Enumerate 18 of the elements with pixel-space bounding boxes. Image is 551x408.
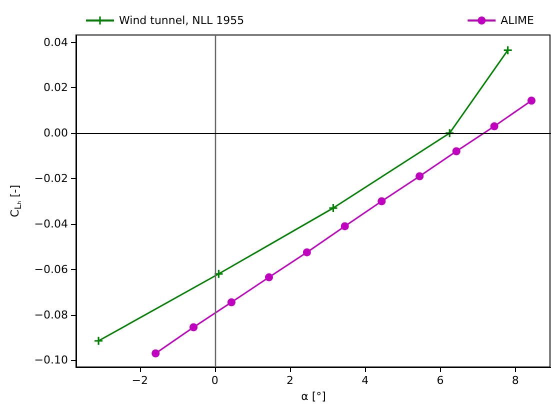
- y-tick-label: −0.06: [34, 262, 68, 276]
- x-tick-label: 6: [436, 374, 444, 387]
- y-tick-label: −0.08: [34, 308, 68, 322]
- y-axis-title: CLₕ [-]: [8, 184, 24, 218]
- x-axis-title: α [°]: [301, 390, 326, 403]
- legend-label: Wind tunnel, NLL 1955: [119, 14, 244, 27]
- x-tick-label: 8: [512, 374, 519, 387]
- y-tick-label: −0.02: [34, 172, 68, 186]
- x-tick-label: 2: [286, 374, 294, 387]
- y-tick-label: −0.04: [34, 217, 68, 230]
- y-tick-label: −0.10: [34, 354, 68, 367]
- x-tick-label: −2: [132, 374, 148, 387]
- legend-label: ALIME: [500, 14, 534, 27]
- x-tick-label: 0: [211, 374, 218, 387]
- x-tick-label: 4: [362, 374, 369, 387]
- y-tick-label: 0.04: [44, 36, 68, 49]
- y-tick-label: 0.00: [44, 126, 68, 140]
- y-tick-label: 0.02: [44, 81, 68, 94]
